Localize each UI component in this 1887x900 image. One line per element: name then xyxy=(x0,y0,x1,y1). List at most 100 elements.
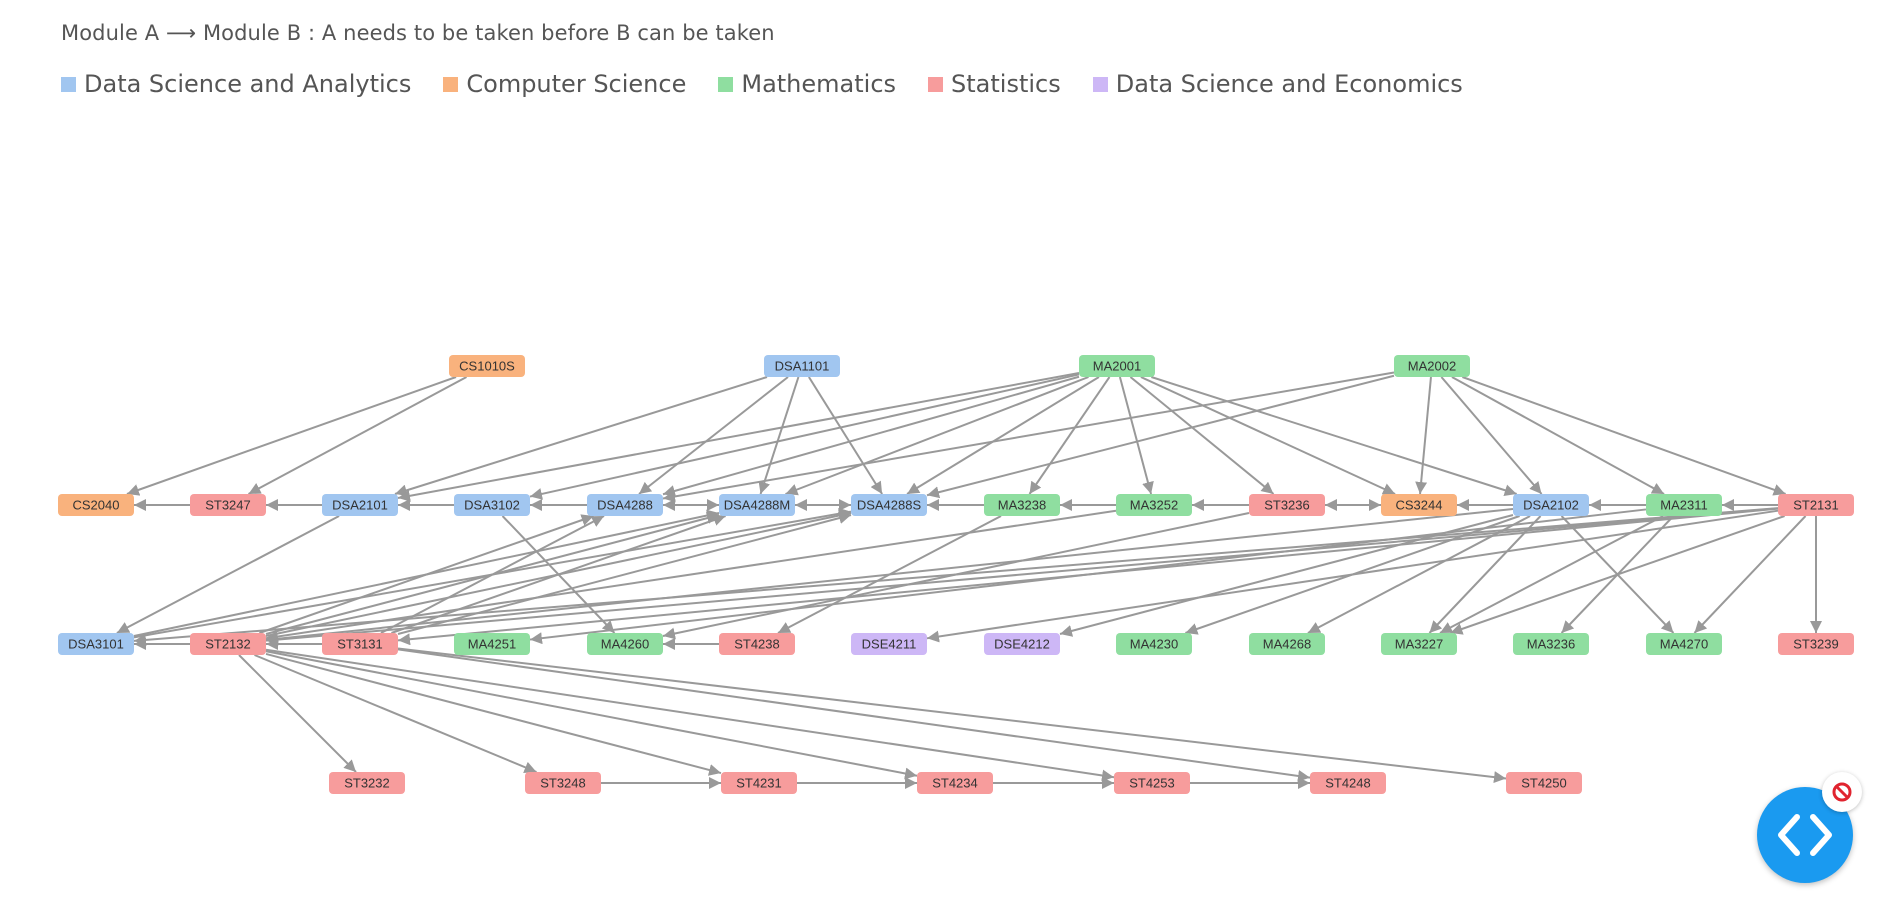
node-box xyxy=(1513,494,1589,516)
node-dsa4288m[interactable]: DSA4288M xyxy=(719,494,795,516)
node-ma2001[interactable]: MA2001 xyxy=(1079,355,1155,377)
node-ma4270[interactable]: MA4270 xyxy=(1646,633,1722,655)
node-box xyxy=(1506,772,1582,794)
node-ma4230[interactable]: MA4230 xyxy=(1116,633,1192,655)
node-dsa4288s[interactable]: DSA4288S xyxy=(851,494,927,516)
edge-st2131-st3131 xyxy=(397,507,1779,646)
node-dse4211[interactable]: DSE4211 xyxy=(851,633,927,655)
node-st4234[interactable]: ST4234 xyxy=(917,772,993,794)
edge-dsa1101-dsa4288 xyxy=(638,376,789,495)
edge-ma2001-dsa4288m xyxy=(785,376,1089,496)
node-box xyxy=(851,633,927,655)
node-st3236[interactable]: ST3236 xyxy=(1249,494,1325,516)
node-box xyxy=(329,772,405,794)
node-label: DSA4288S xyxy=(857,498,922,513)
node-st3131[interactable]: ST3131 xyxy=(322,633,398,655)
node-st2131[interactable]: ST2131 xyxy=(1778,494,1854,516)
node-ma4268[interactable]: MA4268 xyxy=(1249,633,1325,655)
node-ma3252[interactable]: MA3252 xyxy=(1116,494,1192,516)
node-dse4212[interactable]: DSE4212 xyxy=(984,633,1060,655)
node-cs2040[interactable]: CS2040 xyxy=(58,494,134,516)
node-dsa1101[interactable]: DSA1101 xyxy=(764,355,840,377)
disable-badge-button[interactable] xyxy=(1822,772,1862,812)
node-label: ST4238 xyxy=(734,637,780,652)
edge-st2132-st3232 xyxy=(238,654,357,773)
legend: Data Science and Analytics Computer Scie… xyxy=(61,70,1463,98)
node-label: DSA3101 xyxy=(68,637,124,652)
node-label: ST4234 xyxy=(932,776,978,791)
edge-ma2001-dsa3102 xyxy=(529,373,1080,500)
node-label: MA3236 xyxy=(1527,637,1575,652)
node-box xyxy=(454,494,530,516)
edge-ma2001-ma3252 xyxy=(1118,376,1154,495)
node-box xyxy=(1778,633,1854,655)
edge-st2132-st4234 xyxy=(265,650,918,780)
node-label: ST3232 xyxy=(344,776,390,791)
node-label: DSA2101 xyxy=(332,498,388,513)
node-cs1010s[interactable]: CS1010S xyxy=(449,355,525,377)
node-st3239[interactable]: ST3239 xyxy=(1778,633,1854,655)
node-st3232[interactable]: ST3232 xyxy=(329,772,405,794)
node-st3248[interactable]: ST3248 xyxy=(525,772,601,794)
edge-ma2002-cs3244 xyxy=(1415,376,1432,495)
edge-st2132-st4253 xyxy=(265,648,1115,782)
node-box xyxy=(1116,633,1192,655)
edge-ma2002-dsa4288s xyxy=(926,374,1395,499)
node-st3247[interactable]: ST3247 xyxy=(190,494,266,516)
node-ma4251[interactable]: MA4251 xyxy=(454,633,530,655)
node-ma3227[interactable]: MA3227 xyxy=(1381,633,1457,655)
node-dsa3101[interactable]: DSA3101 xyxy=(58,633,134,655)
node-label: DSA4288 xyxy=(597,498,653,513)
node-st4250[interactable]: ST4250 xyxy=(1506,772,1582,794)
node-st4253[interactable]: ST4253 xyxy=(1114,772,1190,794)
node-box xyxy=(1778,494,1854,516)
edge-ma3252-st2132 xyxy=(265,509,1117,643)
edge-st2131-dsa3101 xyxy=(133,507,1779,646)
edge-dsa2102-ma3227 xyxy=(1428,515,1542,634)
edge-dsa1101-dsa2101 xyxy=(394,376,768,497)
legend-item-dse: Data Science and Economics xyxy=(1092,70,1463,98)
node-cs3244[interactable]: CS3244 xyxy=(1381,494,1457,516)
node-ma3238[interactable]: MA3238 xyxy=(984,494,1060,516)
edge-cs1010s-st3247 xyxy=(248,376,467,495)
legend-item-cs: Computer Science xyxy=(443,70,686,98)
edge-dsa2102-st2132 xyxy=(265,507,1514,645)
node-dsa2101[interactable]: DSA2101 xyxy=(322,494,398,516)
node-box xyxy=(719,494,795,516)
node-st4238[interactable]: ST4238 xyxy=(719,633,795,655)
node-label: CS3244 xyxy=(1396,498,1443,513)
legend-item-ma: Mathematics xyxy=(718,70,896,98)
node-dsa4288[interactable]: DSA4288 xyxy=(587,494,663,516)
node-label: ST4231 xyxy=(736,776,782,791)
node-st4248[interactable]: ST4248 xyxy=(1310,772,1386,794)
legend-label-st: Statistics xyxy=(951,70,1061,98)
edge-dsa3101-dsa4288s xyxy=(133,507,852,639)
node-dsa2102[interactable]: DSA2102 xyxy=(1513,494,1589,516)
edge-ma2002-dsa2102 xyxy=(1440,376,1543,495)
node-ma3236[interactable]: MA3236 xyxy=(1513,633,1589,655)
legend-swatch-cs xyxy=(443,76,459,92)
node-dsa3102[interactable]: DSA3102 xyxy=(454,494,530,516)
node-label: MA2001 xyxy=(1093,359,1141,374)
edge-ma2002-dsa4288 xyxy=(662,371,1395,503)
node-box xyxy=(58,494,134,516)
node-box xyxy=(984,494,1060,516)
node-st4231[interactable]: ST4231 xyxy=(721,772,797,794)
node-st2132[interactable]: ST2132 xyxy=(190,633,266,655)
node-box xyxy=(1513,633,1589,655)
node-box xyxy=(1646,633,1722,655)
node-label: ST4248 xyxy=(1325,776,1371,791)
node-ma4260[interactable]: MA4260 xyxy=(587,633,663,655)
block-icon xyxy=(1832,782,1852,802)
node-label: DSA1101 xyxy=(775,359,830,374)
edge-st2131-st2132 xyxy=(265,507,1779,646)
node-label: MA2311 xyxy=(1660,498,1707,513)
node-ma2311[interactable]: MA2311 xyxy=(1646,494,1722,516)
edge-st2132-st4231 xyxy=(265,652,722,776)
edge-st2131-ma3227 xyxy=(1450,515,1785,635)
node-ma2002[interactable]: MA2002 xyxy=(1394,355,1470,377)
edge-cs1010s-cs2040 xyxy=(126,376,457,496)
edge-dsa3101-dsa4288m xyxy=(133,509,720,637)
node-label: ST2132 xyxy=(205,637,251,652)
